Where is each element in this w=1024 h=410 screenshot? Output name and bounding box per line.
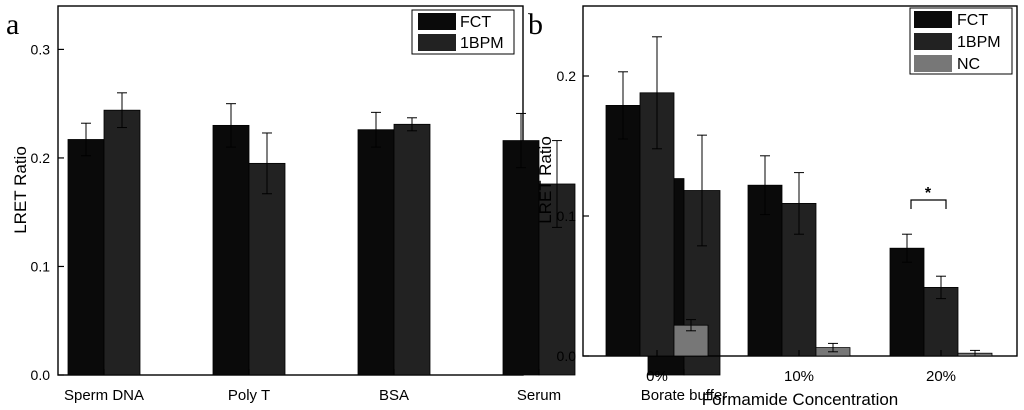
bar-a-1bpm-2 — [393, 123, 431, 376]
x-tick-label-b: 10% — [784, 368, 814, 385]
bar-a-fct-3 — [502, 140, 540, 376]
bar-b-fct-2 — [889, 247, 925, 357]
legend-swatch-1bpm-a — [418, 34, 456, 51]
y-tick-label-a: 0.2 — [31, 150, 51, 166]
legend-label-1bpm-a: 1BPM — [460, 35, 504, 52]
chart-b: b LRET Ratio Formamide Concentration 0.0… — [528, 5, 1018, 409]
y-axis-label-b: LRET Ratio — [536, 136, 555, 224]
bar-a-1bpm-1 — [248, 162, 286, 376]
x-tick-label-a: Poly T — [228, 387, 270, 404]
legend-label-fct-b: FCT — [957, 12, 988, 29]
x-axis-label-b: Formamide Concentration — [702, 390, 899, 409]
x-tick-label-a: Borate buffer — [641, 387, 727, 404]
x-tick-label-a: Serum — [517, 387, 561, 404]
significance-star: * — [925, 185, 932, 202]
legend-swatch-fct-a — [418, 13, 456, 30]
panel-label-b: b — [528, 8, 543, 41]
significance-annotation: * — [910, 185, 947, 209]
bar-a-fct-0 — [67, 139, 105, 376]
x-tick-label-a: Sperm DNA — [64, 387, 144, 404]
legend-swatch-nc-b — [914, 55, 952, 72]
y-axis-label-a: LRET Ratio — [11, 146, 30, 234]
legend-swatch-1bpm-b — [914, 33, 952, 50]
bar-a-1bpm-0 — [103, 109, 141, 376]
bar-a-fct-2 — [357, 129, 395, 376]
x-tick-label-b: 20% — [926, 368, 956, 385]
y-tick-label-b: 0.2 — [557, 68, 577, 84]
y-tick-label-b: 0.0 — [557, 348, 577, 364]
y-tick-label-a: 0.3 — [31, 41, 51, 57]
y-tick-label-a: 0.0 — [31, 367, 51, 383]
y-tick-label-b: 0.1 — [557, 208, 577, 224]
legend-label-nc-b: NC — [957, 56, 980, 73]
legend-label-1bpm-b: 1BPM — [957, 34, 1001, 51]
legend-swatch-fct-b — [914, 11, 952, 28]
x-tick-label-b: 0% — [646, 368, 668, 385]
legend-label-fct-a: FCT — [460, 14, 491, 31]
x-tick-label-a: BSA — [379, 387, 409, 404]
panel-label-a: a — [6, 8, 19, 41]
bar-a-fct-1 — [212, 124, 250, 376]
bar-b-fct-0 — [605, 105, 641, 357]
significance-bracket — [910, 199, 947, 209]
legend-a: FCT 1BPM — [411, 9, 515, 55]
legend-b: FCT 1BPM NC — [909, 7, 1013, 75]
y-tick-label-a: 0.1 — [31, 258, 51, 274]
